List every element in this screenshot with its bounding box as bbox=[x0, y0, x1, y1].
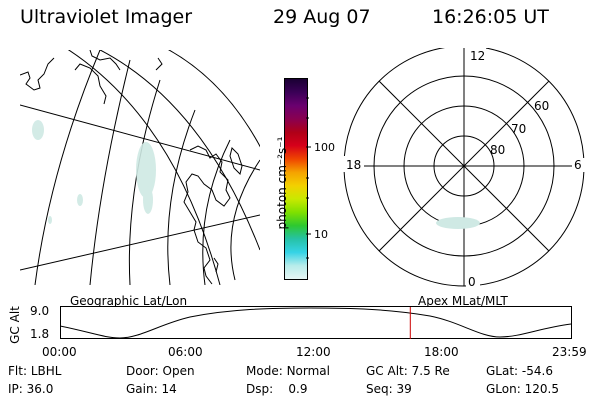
coastline bbox=[229, 147, 243, 175]
latitude-arc bbox=[67, 50, 221, 285]
coastline bbox=[183, 145, 231, 285]
mlt-label-6: 6 bbox=[574, 158, 582, 172]
time-label: 16:26:05 UT bbox=[432, 6, 549, 28]
coastline bbox=[213, 257, 219, 273]
timeline-x-tick: 23:59 bbox=[552, 345, 587, 359]
polar-plot: 12 18 6 0 60 70 80 bbox=[342, 48, 586, 288]
date-label: 29 Aug 07 bbox=[273, 6, 371, 28]
longitude-arc bbox=[230, 159, 260, 281]
status-door: Door: Open bbox=[126, 364, 195, 378]
longitude-arc bbox=[202, 139, 231, 285]
coastline bbox=[89, 50, 121, 71]
status-glat: GLat: -54.6 bbox=[486, 364, 553, 378]
status-glon: GLon: 120.5 bbox=[486, 382, 559, 396]
longitude-arc bbox=[89, 59, 131, 285]
timeline-x-tick: 12:00 bbox=[296, 345, 331, 359]
coastline bbox=[155, 57, 163, 71]
coastline bbox=[20, 57, 55, 91]
polar-axis-diagonal bbox=[378, 80, 550, 252]
status-seq: Seq: 39 bbox=[366, 382, 412, 396]
instrument-title: Ultraviolet Imager bbox=[20, 6, 193, 28]
lat-label-70: 70 bbox=[511, 122, 526, 136]
altitude-curve bbox=[60, 307, 572, 339]
timeline-y-tick-bottom: 1.8 bbox=[30, 327, 50, 341]
status-dsp: Dsp: 0.9 bbox=[246, 382, 308, 396]
coastline bbox=[74, 63, 107, 105]
longitude-arc bbox=[34, 50, 101, 285]
colorbar-axis: 100 10 bbox=[306, 97, 335, 259]
status-mode: Mode: Normal bbox=[246, 364, 330, 378]
timeline-x-tick: 18:00 bbox=[424, 345, 459, 359]
latitude-arc bbox=[98, 50, 260, 251]
colorbar-tick-label: 100 bbox=[314, 141, 335, 154]
colorbar-unit-label: photon cm⁻²s⁻¹ bbox=[275, 136, 289, 230]
timeline-x-tick: 06:00 bbox=[168, 345, 203, 359]
status-ip: IP: 36.0 bbox=[8, 382, 54, 396]
auroral-emission bbox=[436, 217, 480, 229]
status-gc-alt: GC Alt: 7.5 Re bbox=[366, 364, 450, 378]
status-flt: Flt: LBHL bbox=[8, 364, 62, 378]
lat-label-60: 60 bbox=[534, 99, 549, 113]
apex-caption: Apex MLat/MLT bbox=[418, 294, 508, 308]
altitude-timeline bbox=[60, 306, 572, 339]
mlt-label-12: 12 bbox=[470, 49, 485, 63]
latitude-arc bbox=[167, 50, 260, 148]
colorbar bbox=[284, 78, 308, 280]
geographic-map bbox=[20, 50, 260, 285]
colorbar-tick-label: 10 bbox=[314, 228, 328, 241]
timeline-y-label: GC Alt bbox=[8, 306, 22, 344]
geographic-caption: Geographic Lat/Lon bbox=[70, 294, 188, 308]
status-gain: Gain: 14 bbox=[126, 382, 177, 396]
colorbar-gradient bbox=[285, 79, 307, 279]
timeline-y-tick-top: 9.0 bbox=[30, 304, 50, 318]
meridian-line bbox=[20, 214, 260, 271]
mlt-label-18: 18 bbox=[346, 158, 361, 172]
longitude-arc bbox=[128, 79, 161, 285]
timeline-frame bbox=[60, 306, 572, 339]
lat-label-80: 80 bbox=[490, 143, 505, 157]
mlt-label-0: 0 bbox=[468, 275, 476, 288]
longitude-arc bbox=[167, 109, 196, 285]
timeline-x-tick: 00:00 bbox=[42, 345, 77, 359]
